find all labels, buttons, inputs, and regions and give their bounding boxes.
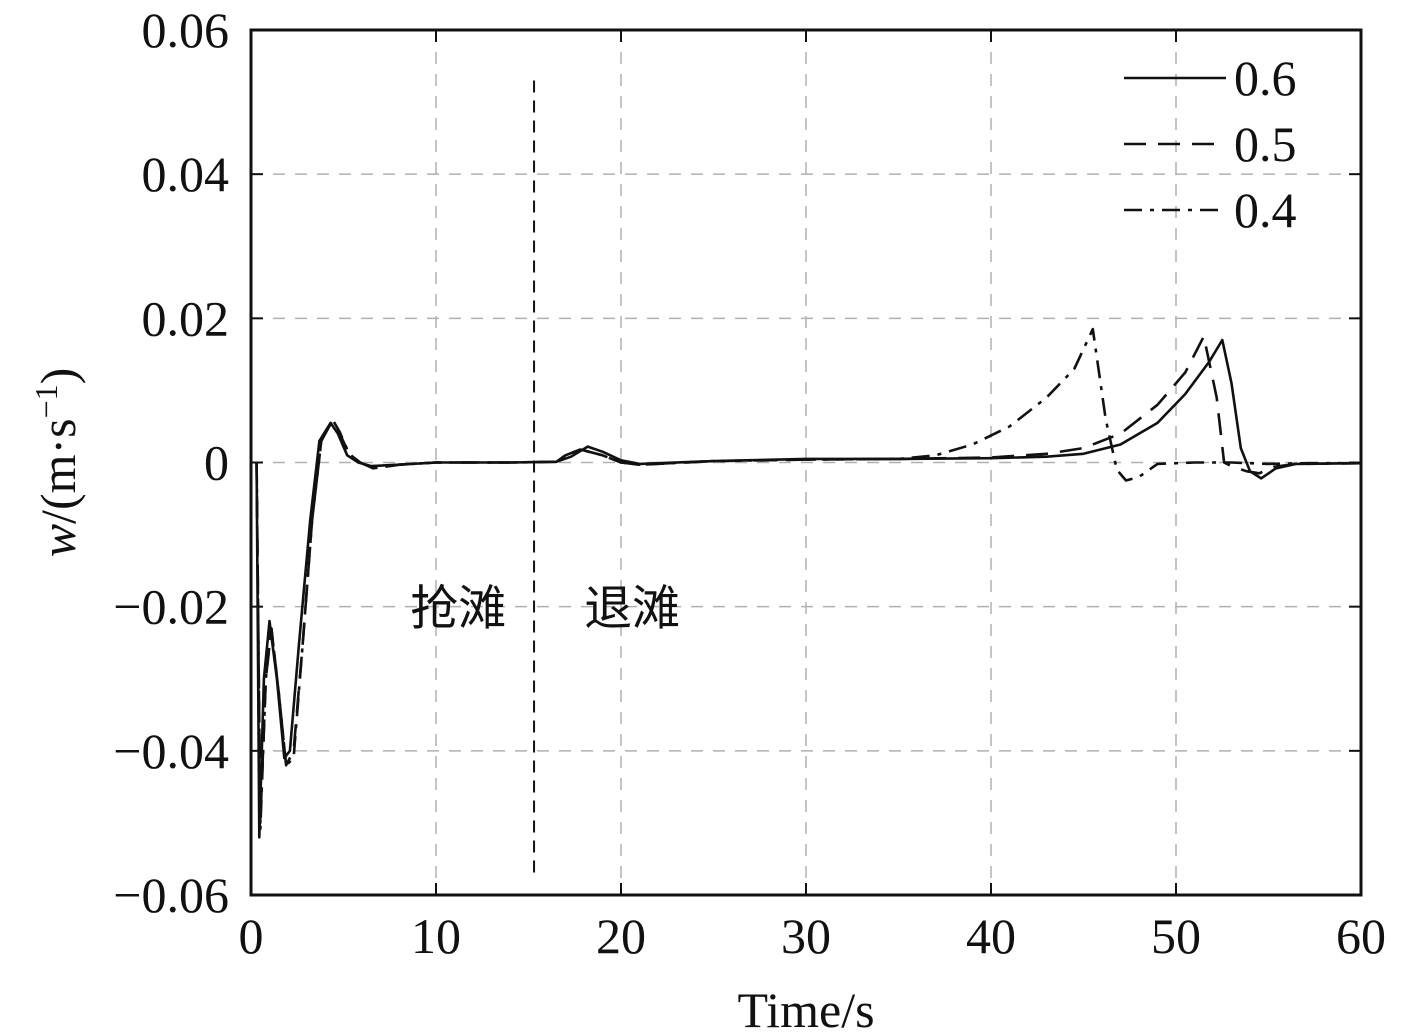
legend-label-0.6: 0.6 bbox=[1234, 50, 1297, 106]
annotation-layer: 抢滩 退滩 bbox=[410, 581, 680, 637]
y-tick-label: −0.06 bbox=[113, 867, 229, 923]
x-tick-label: 20 bbox=[596, 908, 646, 964]
tick-label-layer: 0 10 20 30 40 50 60 −0.06 −0.04 −0.02 0 0.02 0.04 0.0… bbox=[113, 2, 1386, 964]
y-tick-label: 0.04 bbox=[142, 146, 230, 202]
y-axis-close: ) bbox=[30, 368, 86, 385]
legend-label-0.5: 0.5 bbox=[1234, 116, 1297, 172]
x-tick-label: 10 bbox=[411, 908, 461, 964]
y-tick-label: 0.02 bbox=[142, 290, 230, 346]
y-axis-variable: w bbox=[30, 524, 86, 557]
y-axis-label: w/(m·s−1) bbox=[28, 368, 86, 558]
series-line-0.6 bbox=[255, 338, 1362, 839]
tick-layer bbox=[250, 29, 1362, 896]
annotation-retreating: 退滩 bbox=[584, 581, 680, 637]
series-line-0.5 bbox=[255, 335, 1362, 825]
x-tick-label: 50 bbox=[1151, 908, 1201, 964]
y-tick-label: 0 bbox=[204, 435, 229, 491]
x-axis-label: Time/s bbox=[737, 982, 874, 1035]
series-layer bbox=[255, 327, 1362, 839]
y-axis-unit-exponent: −1 bbox=[28, 384, 64, 418]
series-line-0.4 bbox=[255, 327, 1361, 832]
x-tick-label: 30 bbox=[781, 908, 831, 964]
x-tick-label: 40 bbox=[966, 908, 1016, 964]
legend: 0.6 0.5 0.4 bbox=[1124, 50, 1297, 238]
y-tick-label: −0.02 bbox=[113, 579, 229, 635]
y-tick-label: 0.06 bbox=[142, 2, 230, 58]
legend-label-0.4: 0.4 bbox=[1234, 182, 1297, 238]
y-tick-label: −0.04 bbox=[113, 723, 229, 779]
x-tick-label: 0 bbox=[239, 908, 264, 964]
y-axis-unit: /(m·s bbox=[30, 418, 86, 524]
annotation-beaching: 抢滩 bbox=[410, 581, 506, 637]
x-tick-label: 60 bbox=[1336, 908, 1386, 964]
